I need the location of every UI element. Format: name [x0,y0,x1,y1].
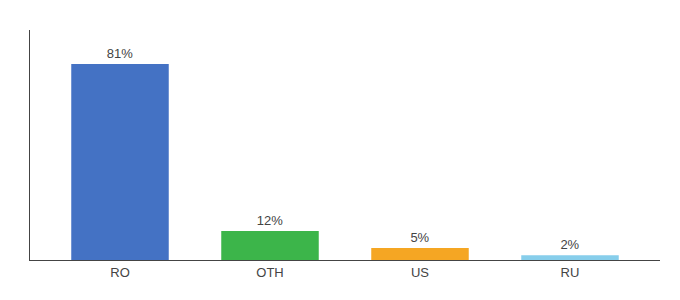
svg-text:12%: 12% [257,213,283,228]
svg-text:2%: 2% [560,237,579,252]
svg-text:5%: 5% [410,230,429,245]
svg-text:81%: 81% [107,46,133,61]
svg-text:US: US [411,265,429,280]
svg-text:OTH: OTH [256,265,283,280]
svg-text:RO: RO [110,265,130,280]
svg-text:RU: RU [561,265,580,280]
